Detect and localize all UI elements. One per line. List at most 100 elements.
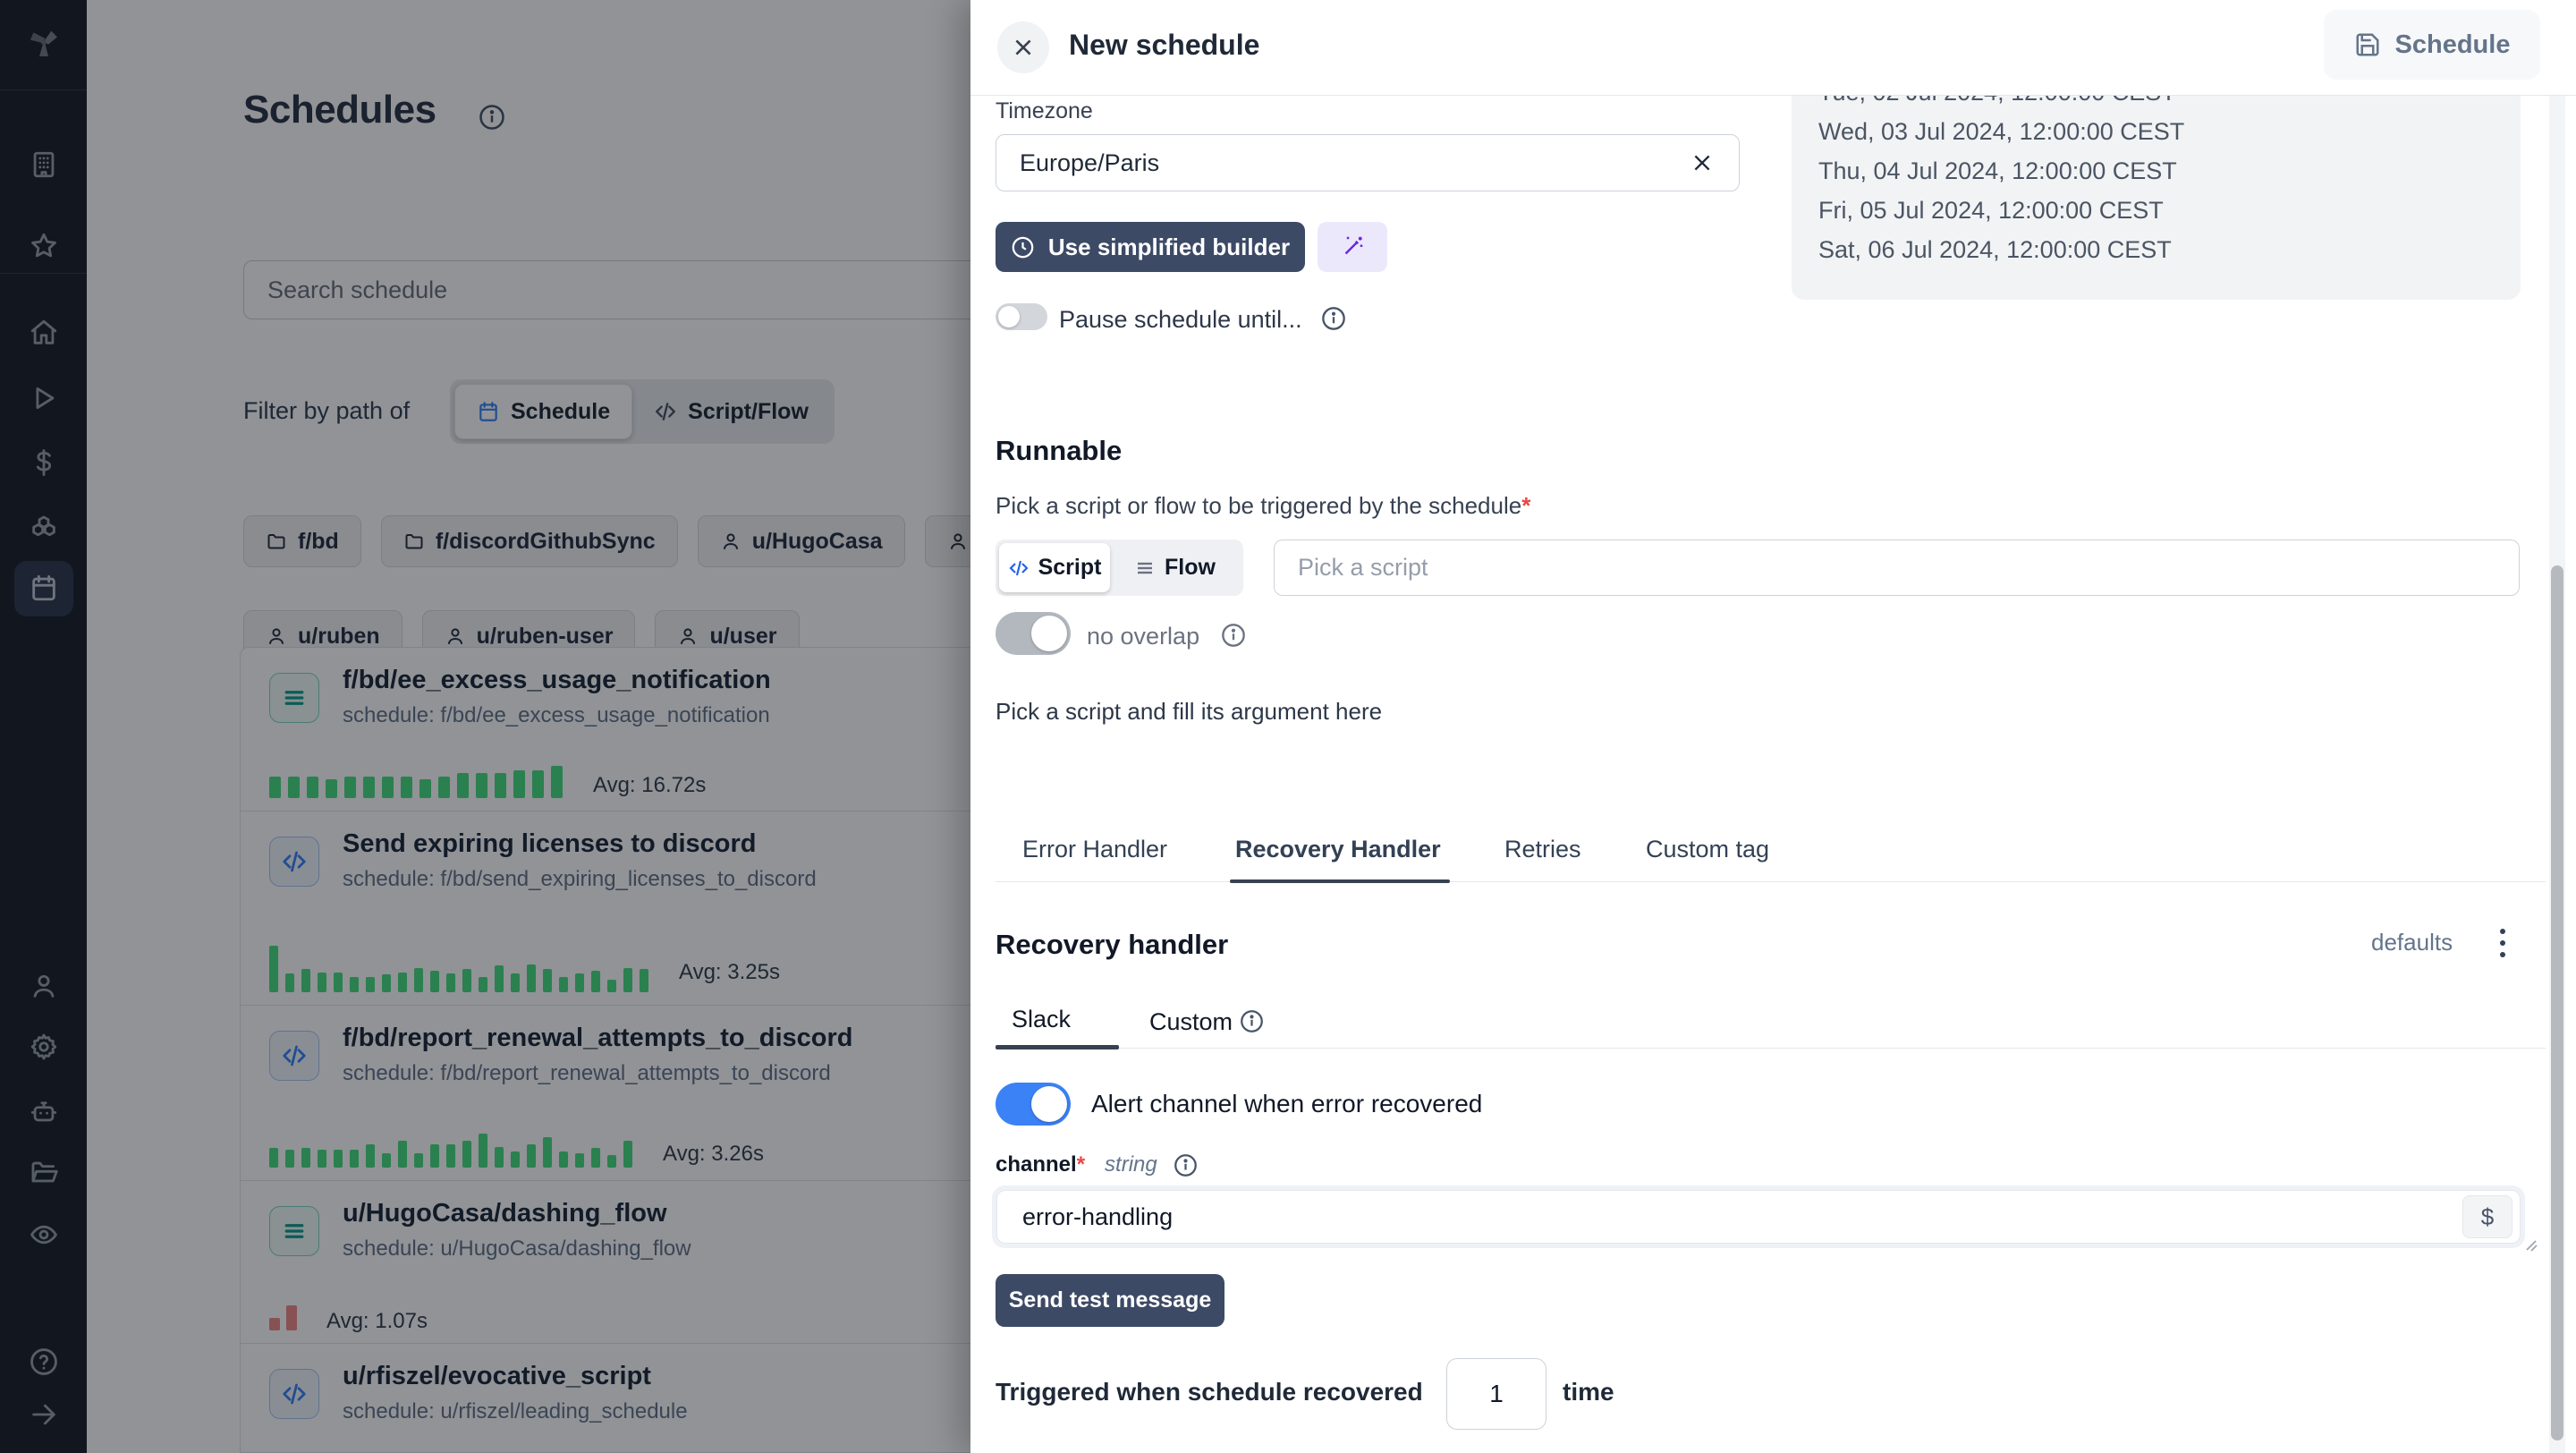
- duration-bar: [527, 964, 536, 992]
- duration-bar: [414, 968, 423, 992]
- runnable-title: Runnable: [996, 435, 1123, 466]
- pause-toggle[interactable]: [996, 303, 1047, 330]
- filter-toggle-script-flow[interactable]: Script/Flow: [632, 384, 830, 439]
- duration-bar: [591, 1148, 600, 1168]
- channel-input[interactable]: error-handling $: [996, 1190, 2521, 1244]
- drawer-title: New schedule: [1069, 29, 1260, 61]
- duration-bar: [543, 969, 552, 992]
- duration-bar: [363, 777, 375, 798]
- calendar-icon: [477, 400, 500, 423]
- no-overlap-toggle[interactable]: [996, 612, 1071, 655]
- new-schedule-drawer: Tue, 02 Jul 2024, 12:00:00 CESTWed, 03 J…: [970, 0, 2576, 1453]
- upcoming-run-date: Thu, 04 Jul 2024, 12:00:00 CEST: [1818, 157, 2177, 184]
- duration-bar: [366, 977, 375, 992]
- sidebar-item-calendar-icon[interactable]: [0, 559, 87, 616]
- path-chip[interactable]: f/bd: [243, 515, 361, 567]
- info-icon[interactable]: [1174, 1153, 1198, 1177]
- scrollbar-track[interactable]: [2549, 96, 2565, 1453]
- tab-script[interactable]: Script: [999, 543, 1110, 592]
- duration-bar: [479, 1134, 487, 1168]
- chip-label: f/bd: [298, 528, 339, 554]
- sidebar-item-folder-open-icon[interactable]: [0, 1143, 87, 1201]
- clock-icon: [1011, 235, 1035, 259]
- windmill-logo-icon[interactable]: [0, 14, 87, 72]
- sidebar-item-arrow-right-icon[interactable]: [0, 1386, 87, 1443]
- timezone-input[interactable]: Europe/Paris: [996, 134, 1740, 191]
- subtab-custom[interactable]: Custom: [1149, 1006, 1264, 1036]
- script-flow-toggle: Script Flow: [996, 540, 1243, 596]
- filter-toggle-schedule[interactable]: Schedule: [454, 384, 633, 439]
- schedule-row[interactable]: u/HugoCasa/dashing_flow schedule: u/HugoC…: [241, 1180, 1187, 1343]
- info-icon[interactable]: [1321, 306, 1346, 331]
- duration-bar: [543, 1137, 552, 1168]
- no-overlap-label: no overlap: [1087, 619, 1246, 650]
- schedule-row[interactable]: Send expiring licenses to discord schedul…: [241, 811, 1187, 1005]
- send-test-message-button[interactable]: Send test message: [996, 1274, 1224, 1327]
- duration-bar: [301, 1148, 310, 1168]
- duration-bar: [532, 770, 544, 798]
- path-chip[interactable]: u/HugoCasa: [697, 515, 905, 567]
- sidebar: [0, 0, 87, 1453]
- tab-recovery-handler[interactable]: Recovery Handler: [1235, 836, 1441, 862]
- duration-bar: [350, 1150, 359, 1168]
- save-icon: [2354, 31, 2381, 58]
- flow-icon: [269, 673, 319, 723]
- schedule-row-title: f/bd/ee_excess_usage_notification: [343, 666, 771, 694]
- filter-kind-toggle: Schedule Script/Flow: [450, 379, 835, 444]
- sidebar-item-help-icon[interactable]: [0, 1333, 87, 1390]
- alert-channel-toggle[interactable]: [996, 1083, 1071, 1126]
- channel-label: channel: [996, 1152, 1077, 1177]
- sidebar-item-user-icon[interactable]: [0, 957, 87, 1015]
- duration-bar: [286, 1305, 297, 1330]
- code-icon: [269, 1369, 319, 1419]
- schedule-row-title: f/bd/report_renewal_attempts_to_discord: [343, 1024, 853, 1052]
- ai-wand-button[interactable]: [1318, 222, 1387, 272]
- sidebar-item-home-icon[interactable]: [0, 304, 87, 361]
- upcoming-run-date: Fri, 05 Jul 2024, 12:00:00 CEST: [1818, 197, 2164, 224]
- scrollbar-thumb[interactable]: [2551, 565, 2563, 1440]
- timezone-value: Europe/Paris: [1020, 149, 1160, 176]
- duration-bar: [334, 1150, 343, 1168]
- schedule-row[interactable]: f/bd/report_renewal_attempts_to_discord s…: [241, 1005, 1187, 1180]
- recovery-subtabs: Slack Custom: [996, 1000, 2546, 1049]
- sidebar-item-dollar-icon[interactable]: [0, 434, 87, 491]
- sidebar-item-boxes-icon[interactable]: [0, 499, 87, 557]
- info-icon[interactable]: [1240, 1009, 1264, 1033]
- channel-input-wrapper: error-handling $: [992, 1185, 2538, 1252]
- info-icon[interactable]: [479, 104, 505, 131]
- resize-handle-icon[interactable]: [2521, 1236, 2539, 1253]
- code-icon: [269, 1031, 319, 1081]
- sidebar-item-bot-icon[interactable]: [0, 1083, 87, 1140]
- duration-bar: [285, 1150, 294, 1168]
- kebab-menu-icon[interactable]: [2485, 923, 2521, 963]
- use-simplified-builder-button[interactable]: Use simplified builder: [996, 222, 1305, 272]
- active-tab-underline: [1230, 879, 1450, 883]
- duration-bar: [382, 777, 394, 798]
- pause-label: Pause schedule until...: [1059, 302, 1346, 334]
- tab-retries[interactable]: Retries: [1504, 836, 1581, 862]
- subtab-slack[interactable]: Slack: [1012, 1006, 1072, 1032]
- runnable-hint: Pick a script or flow to be triggered by…: [996, 492, 1531, 519]
- schedule-row[interactable]: f/bd/ee_excess_usage_notification schedul…: [241, 648, 1187, 811]
- variable-picker-button[interactable]: $: [2462, 1195, 2512, 1238]
- path-chip[interactable]: f/discordGithubSync: [380, 515, 678, 567]
- tab-error-handler[interactable]: Error Handler: [1022, 836, 1168, 862]
- duration-bar: [398, 1141, 407, 1168]
- triggered-count-input[interactable]: 1: [1446, 1358, 1546, 1430]
- duration-bar: [495, 965, 504, 992]
- sidebar-item-building-icon[interactable]: [0, 136, 87, 193]
- duration-bar: [476, 773, 487, 798]
- info-icon[interactable]: [1221, 623, 1246, 648]
- sidebar-item-play-icon[interactable]: [0, 370, 87, 427]
- schedule-row-title: u/HugoCasa/dashing_flow: [343, 1199, 667, 1228]
- tab-flow[interactable]: Flow: [1110, 543, 1240, 592]
- tab-custom-tag[interactable]: Custom tag: [1646, 836, 1770, 862]
- schedule-row[interactable]: u/rfiszel/evocative_script schedule: u/rf…: [241, 1343, 1187, 1452]
- sidebar-item-gear-icon[interactable]: [0, 1018, 87, 1075]
- close-icon[interactable]: [997, 21, 1049, 73]
- pick-script-input[interactable]: [1274, 540, 2520, 596]
- clear-icon[interactable]: [1690, 151, 1739, 174]
- schedule-save-button[interactable]: Schedule: [2324, 10, 2540, 80]
- sidebar-item-eye-icon[interactable]: [0, 1206, 87, 1263]
- sidebar-item-star-icon[interactable]: [0, 217, 87, 275]
